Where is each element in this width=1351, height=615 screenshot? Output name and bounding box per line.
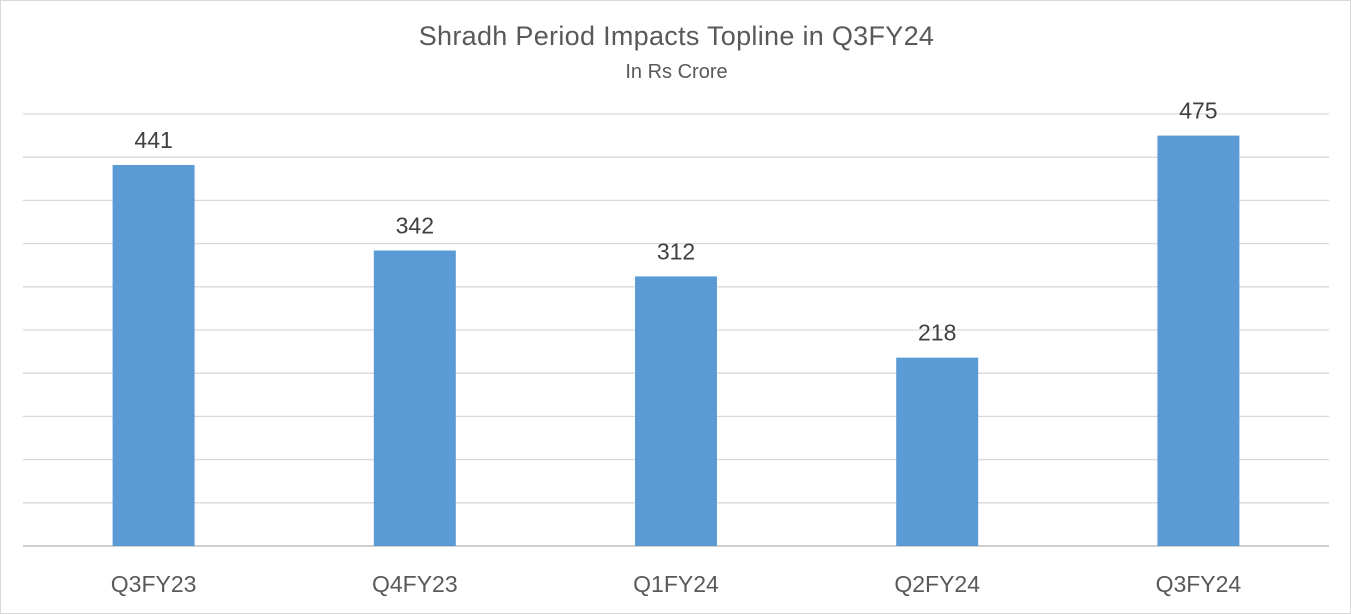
data-label: 312 [657,238,695,264]
bar-q3fy24 [1157,135,1240,546]
data-label: 441 [134,127,172,153]
chart-title: Shradh Period Impacts Topline in Q3FY24 [418,21,935,51]
x-tick-label: Q2FY24 [894,571,980,597]
data-label: 475 [1179,98,1217,124]
data-label: 342 [396,213,434,239]
bar-q2fy24 [896,357,979,546]
x-tick-label: Q4FY23 [372,571,458,597]
x-tick-label: Q1FY24 [633,571,719,597]
data-label: 218 [918,320,956,346]
bar-q1fy24 [635,276,717,546]
x-tick-label: Q3FY23 [111,571,197,597]
chart-subtitle: In Rs Crore [625,61,728,83]
x-tick-label: Q3FY24 [1156,571,1242,597]
bar-q4fy23 [373,250,456,546]
bar-q3fy23 [112,164,195,546]
